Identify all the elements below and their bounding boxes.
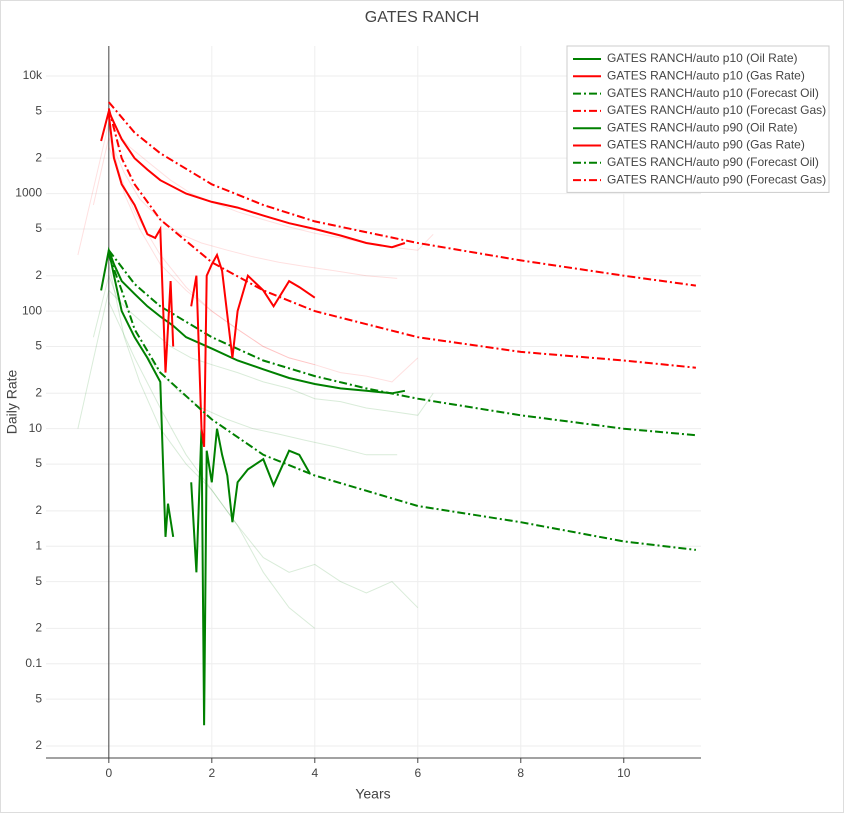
y-tick-label: 0.1 — [25, 656, 42, 670]
y-tick-label: 5 — [35, 456, 42, 470]
x-tick-label: 0 — [105, 766, 112, 780]
y-tick-label: 5 — [35, 221, 42, 235]
x-tick-label: 4 — [311, 766, 318, 780]
legend-box — [566, 45, 830, 193]
chart-title: GATES RANCH — [365, 9, 479, 26]
series-line — [107, 250, 311, 726]
y-tick-label: 1 — [35, 538, 42, 552]
x-axis-label: Years — [355, 786, 390, 802]
y-axis-label: Daily Rate — [4, 370, 20, 435]
legend-label: GATES RANCH/auto p10 (Forecast Gas) — [607, 103, 826, 117]
legend-label: GATES RANCH/auto p90 (Forecast Gas) — [607, 172, 826, 186]
x-tick-label: 6 — [414, 766, 421, 780]
trace-line — [92, 135, 398, 279]
x-tick-label: 8 — [517, 766, 524, 780]
series-line — [108, 101, 697, 287]
y-tick-label: 1000 — [15, 186, 42, 200]
y-tick-label: 2 — [35, 738, 42, 752]
y-tick-label: 100 — [22, 303, 42, 317]
trace-line — [108, 264, 419, 609]
legend-label: GATES RANCH/auto p90 (Gas Rate) — [607, 138, 805, 152]
y-tick-label: 2 — [35, 503, 42, 517]
trace-line — [108, 129, 419, 383]
series-line — [100, 246, 406, 395]
y-tick-label: 5 — [35, 104, 42, 118]
y-tick-label: 2 — [35, 385, 42, 399]
x-tick-label: 10 — [617, 766, 631, 780]
trace-line — [108, 301, 316, 629]
trace-line — [92, 274, 398, 456]
y-tick-label: 5 — [35, 339, 42, 353]
legend-label: GATES RANCH/auto p10 (Gas Rate) — [607, 68, 805, 82]
legend-label: GATES RANCH/auto p10 (Oil Rate) — [607, 51, 798, 65]
y-tick-label: 2 — [35, 150, 42, 164]
series-line — [107, 108, 696, 369]
y-tick-label: 5 — [35, 691, 42, 705]
y-tick-label: 10 — [29, 421, 43, 435]
legend-label: GATES RANCH/auto p90 (Oil Rate) — [607, 120, 798, 134]
series-line — [100, 108, 406, 249]
series-line — [107, 254, 697, 551]
trace-line — [77, 289, 434, 429]
legend-label: GATES RANCH/auto p90 (Forecast Oil) — [607, 155, 819, 169]
x-tick-label: 2 — [208, 766, 215, 780]
legend-label: GATES RANCH/auto p10 (Forecast Oil) — [607, 86, 819, 100]
series-line — [107, 114, 316, 448]
series-line — [108, 249, 696, 437]
y-tick-label: 2 — [35, 268, 42, 282]
y-tick-label: 10k — [23, 68, 43, 82]
y-tick-label: 5 — [35, 574, 42, 588]
y-tick-label: 2 — [35, 621, 42, 635]
